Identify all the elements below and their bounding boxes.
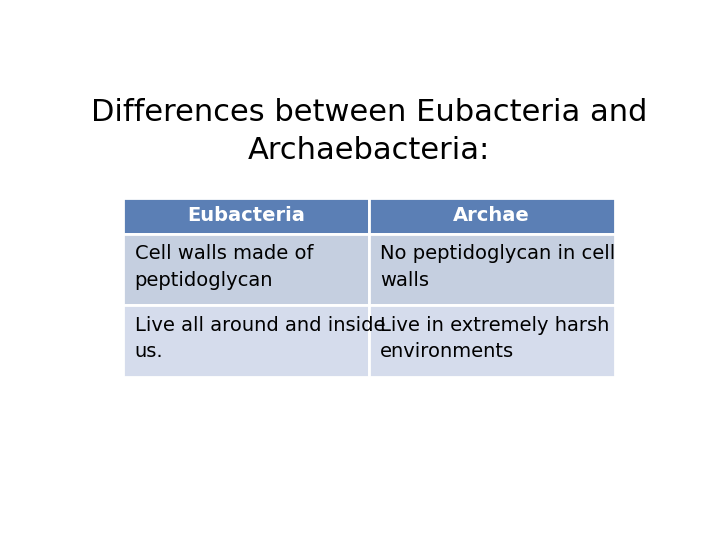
Text: Archae: Archae bbox=[454, 206, 530, 225]
Text: Eubacteria: Eubacteria bbox=[187, 206, 305, 225]
Text: Cell walls made of
peptidoglycan: Cell walls made of peptidoglycan bbox=[135, 244, 313, 290]
FancyBboxPatch shape bbox=[124, 234, 369, 305]
FancyBboxPatch shape bbox=[369, 234, 615, 305]
Text: Live in extremely harsh
environments: Live in extremely harsh environments bbox=[380, 316, 610, 361]
FancyBboxPatch shape bbox=[369, 305, 615, 377]
FancyBboxPatch shape bbox=[369, 198, 615, 234]
FancyBboxPatch shape bbox=[124, 305, 369, 377]
FancyBboxPatch shape bbox=[124, 198, 369, 234]
Text: Live all around and inside
us.: Live all around and inside us. bbox=[135, 316, 385, 361]
Text: No peptidoglycan in cell
walls: No peptidoglycan in cell walls bbox=[380, 244, 616, 290]
Text: Differences between Eubacteria and
Archaebacteria:: Differences between Eubacteria and Archa… bbox=[91, 98, 647, 165]
